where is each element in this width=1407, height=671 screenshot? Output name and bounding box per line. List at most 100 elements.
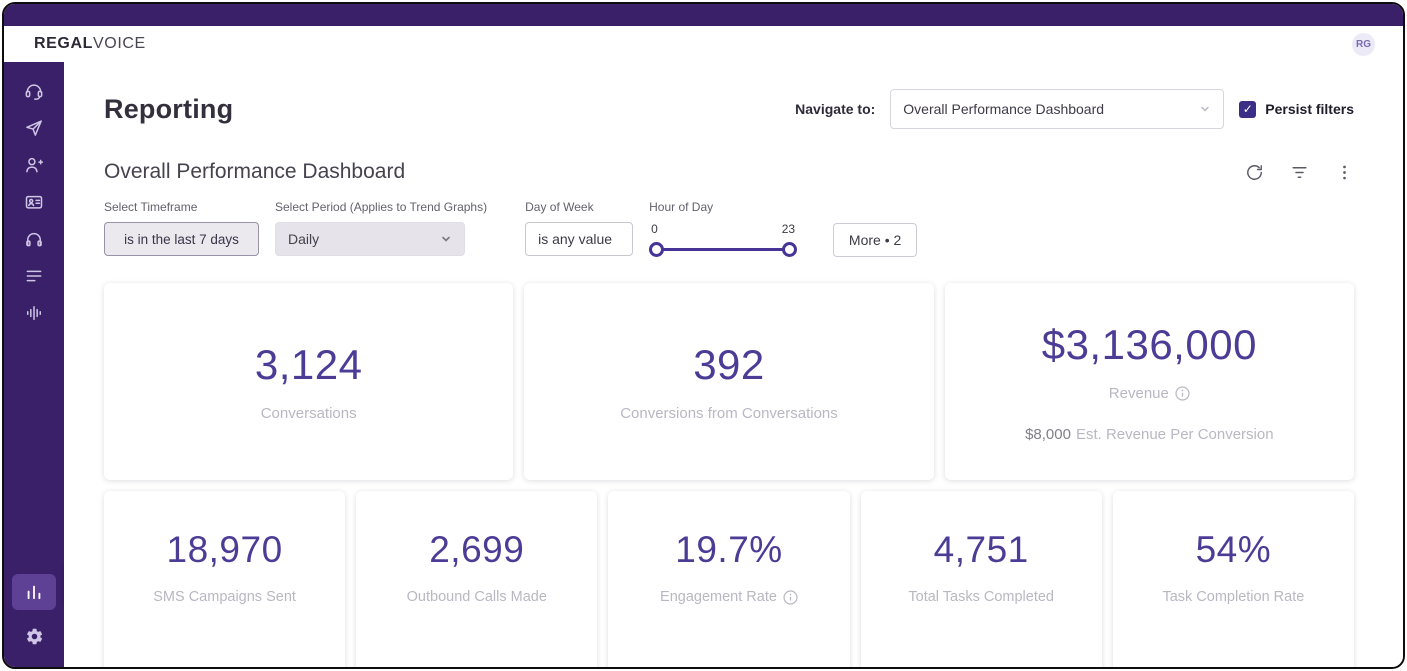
sidebar-nav [4,62,64,667]
metric-card-conversations: 3,124 Conversations [104,283,514,480]
browser-top-strip [4,4,1403,26]
sidebar-item-contact-card[interactable] [12,183,56,220]
hour-of-day-label: Hour of Day [649,200,714,214]
gear-icon [26,628,42,645]
metric-label-text: Total Tasks Completed [908,589,1054,605]
queue-list-icon [26,270,42,281]
metric-sub-line: $8,000 Est. Revenue Per Conversion [1025,426,1274,443]
metric-card-sms-campaigns: 18,970 SMS Campaigns Sent [104,491,346,667]
metric-value: 4,751 [933,529,1029,570]
metric-label: Total Tasks Completed [908,589,1054,605]
hour-slider: 0 23 [649,222,798,257]
period-filter-group: Select Period (Applies to Trend Graphs) … [275,200,487,256]
metrics-row-1: 3,124 Conversations 392 Conversions from… [104,283,1354,480]
metric-value: 2,699 [429,529,525,570]
metric-label-text: Engagement Rate [660,589,777,605]
day-of-week-input[interactable]: is any value [525,222,634,256]
id-card-icon [25,195,43,209]
timeframe-button[interactable]: is in the last 7 days [104,222,259,256]
metrics-row-2: 18,970 SMS Campaigns Sent 2,699 Outbound… [104,491,1354,667]
more-filters-button[interactable]: More • 2 [833,223,918,257]
agent-headset-icon [25,83,43,100]
send-icon [26,119,42,136]
dashboard-actions [1245,163,1354,182]
metric-card-engagement-rate: 19.7% Engagement Rate [608,491,850,667]
kebab-menu-icon[interactable] [1335,163,1354,182]
period-select[interactable]: Daily [275,222,465,256]
hour-of-day-filter-group: Hour of Day 0 23 [649,200,798,257]
hour-slider-track[interactable] [655,248,792,251]
metric-sub-label: Est. Revenue Per Conversion [1075,425,1274,443]
chevron-down-icon [1199,103,1211,115]
metric-label-text: Task Completion Rate [1162,589,1305,605]
sidebar-item-campaigns[interactable] [12,109,56,146]
app-header: REGAL VOICE RG [4,26,1403,62]
sidebar-item-reporting[interactable] [12,574,56,610]
metric-label: Revenue [1109,385,1190,402]
period-select-value: Daily [288,231,320,247]
persist-filters-checkbox[interactable]: ✓ [1239,100,1257,118]
info-icon[interactable] [783,589,798,605]
hour-slider-handle-max[interactable] [782,242,798,257]
metric-label-text: Conversations [260,405,357,422]
metric-value: 18,970 [166,529,283,570]
hour-slider-min-value: 0 [651,222,658,236]
more-filters-group: More • 2 [833,200,918,257]
metric-value: 392 [693,341,765,388]
metric-label: Outbound Calls Made [407,589,547,605]
info-icon[interactable] [1175,385,1190,401]
metric-value: 3,124 [254,341,363,388]
metric-card-conversions: 392 Conversions from Conversations [524,283,934,480]
headphones-icon [26,232,42,246]
sidebar-item-journeys[interactable] [12,257,56,294]
metric-label: Task Completion Rate [1162,589,1304,605]
persist-filters-label: Persist filters [1265,101,1354,117]
bar-chart-icon [27,585,41,600]
metric-sub-value: $8,000 [1025,425,1071,443]
metric-label: Engagement Rate [660,589,798,605]
hour-slider-handle-min[interactable] [649,242,665,257]
hour-slider-track-row [649,242,798,257]
refresh-icon[interactable] [1245,163,1264,182]
sidebar-item-audiences[interactable] [12,146,56,183]
timeframe-filter-group: Select Timeframe is in the last 7 days [104,200,259,256]
day-of-week-filter-group: Day of Week is any value [525,200,634,256]
filter-icon[interactable] [1290,163,1309,182]
navigate-to-label: Navigate to: [795,101,876,117]
hour-slider-values: 0 23 [649,222,797,236]
metric-value: $3,136,000 [1041,320,1257,368]
metric-label-text: SMS Campaigns Sent [153,589,296,605]
metric-value: 19.7% [675,529,783,570]
sidebar-item-settings[interactable] [12,618,56,655]
sidebar-item-recordings[interactable] [12,294,56,331]
contacts-icon [26,157,44,172]
metric-label-text: Conversions from Conversations [620,405,838,422]
metric-card-revenue: $3,136,000 Revenue $8,000 Est. Revenue P… [944,283,1354,480]
metric-label-text: Outbound Calls Made [406,589,547,605]
chevron-down-icon [440,233,452,245]
metric-label: Conversions from Conversations [620,405,838,422]
navigate-controls: Navigate to: Overall Performance Dashboa… [795,89,1354,129]
sidebar-item-agent-headset[interactable] [12,72,56,109]
page-title: Reporting [104,93,234,124]
logo-regal: REGAL [34,35,93,52]
hour-slider-max-value: 23 [781,222,796,236]
metric-value: 54% [1195,529,1272,570]
filter-bar: Select Timeframe is in the last 7 days S… [104,200,1354,257]
dashboard-select-value: Overall Performance Dashboard [903,101,1105,117]
day-of-week-label: Day of Week [525,200,594,214]
user-avatar[interactable]: RG [1352,32,1375,56]
period-label: Select Period (Applies to Trend Graphs) [275,200,488,214]
timeframe-label: Select Timeframe [104,200,198,214]
regalvoice-logo: REGAL VOICE [34,35,146,53]
dashboard-header: Overall Performance Dashboard [104,160,1354,184]
page-header: Reporting Navigate to: Overall Performan… [104,88,1354,130]
persist-filters-toggle[interactable]: ✓ Persist filters [1239,100,1354,118]
metric-label: Conversations [261,405,357,422]
metric-label-text: Revenue [1108,384,1169,402]
dashboard-select[interactable]: Overall Performance Dashboard [890,89,1225,129]
metric-card-tasks-completed: 4,751 Total Tasks Completed [860,491,1102,667]
metric-label: SMS Campaigns Sent [153,589,296,605]
sidebar-item-calls[interactable] [12,220,56,257]
